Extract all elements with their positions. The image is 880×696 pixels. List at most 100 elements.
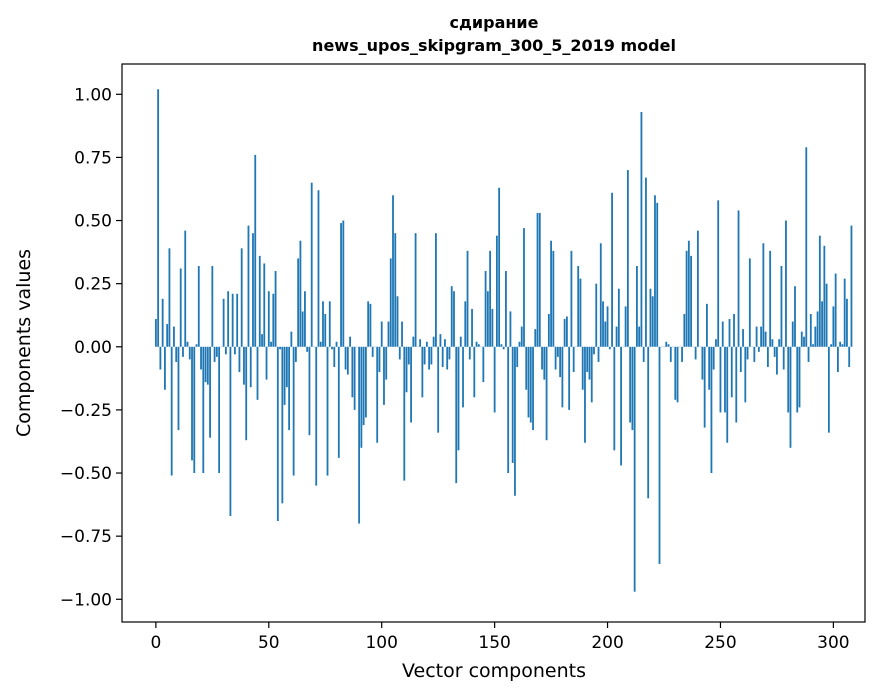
bar: [638, 326, 641, 347]
bar: [324, 313, 327, 347]
bar: [748, 258, 751, 347]
bar: [728, 319, 731, 347]
bar: [265, 346, 268, 380]
bar: [744, 346, 747, 403]
bar: [547, 313, 550, 347]
bar: [240, 248, 243, 347]
bar: [482, 346, 485, 383]
bar: [626, 170, 629, 347]
bar: [234, 346, 236, 355]
bar: [696, 230, 699, 347]
bar: [667, 344, 670, 347]
bar: [839, 341, 842, 347]
plot-frame: [121, 63, 866, 623]
bar: [613, 346, 616, 451]
bar: [340, 223, 342, 347]
bar: [191, 346, 193, 461]
bar: [423, 346, 426, 365]
bar: [708, 346, 711, 390]
bar: [369, 303, 372, 347]
bar: [505, 271, 507, 347]
bar: [597, 346, 600, 362]
bar: [809, 313, 812, 347]
bar: [724, 346, 726, 413]
bar: [590, 346, 593, 403]
bar: [814, 326, 817, 347]
bar: [550, 240, 552, 347]
bar: [830, 344, 833, 347]
bar: [439, 334, 442, 347]
bar: [681, 346, 683, 362]
bar: [231, 293, 234, 347]
bar: [789, 346, 792, 448]
bar: [285, 346, 288, 388]
bar: [209, 346, 211, 438]
bar: [435, 233, 437, 347]
bar: [498, 187, 501, 347]
bar: [263, 263, 266, 347]
x-tick-label: 50: [258, 633, 280, 653]
bar: [509, 311, 512, 347]
bar: [846, 298, 848, 347]
bar: [568, 346, 571, 410]
bar: [328, 301, 331, 347]
bar: [457, 346, 460, 451]
bar: [742, 329, 744, 347]
y-axis-ticks: 1.00 0.75 0.50 0.25 0.00 −0.25 −0.50 −0.75 −1.00: [60, 85, 122, 610]
bar: [206, 346, 209, 385]
bar: [794, 286, 796, 347]
bar: [441, 346, 444, 367]
bar: [746, 346, 749, 360]
bar: [674, 346, 677, 400]
bar: [227, 291, 230, 347]
bar: [170, 346, 173, 476]
y-tick-label: 1.00: [74, 85, 112, 105]
bar: [624, 306, 627, 347]
bar: [430, 346, 433, 365]
bar: [726, 346, 729, 443]
bar: [299, 240, 302, 347]
bar: [532, 346, 534, 431]
bar: [778, 339, 781, 347]
bar: [608, 346, 611, 350]
bar: [733, 313, 735, 347]
bar: [446, 346, 449, 370]
bar: [636, 265, 638, 347]
bar: [764, 331, 767, 347]
bar: [412, 336, 415, 347]
bar: [432, 336, 435, 347]
x-tick-label: 200: [591, 633, 623, 653]
bar: [360, 346, 363, 448]
bar: [690, 255, 693, 347]
bar: [437, 346, 440, 433]
bar: [821, 301, 823, 347]
bar: [785, 220, 787, 347]
bar: [401, 321, 403, 347]
bar: [529, 346, 532, 423]
bar: [200, 346, 202, 370]
bar: [584, 346, 586, 443]
bar: [403, 346, 406, 481]
bar: [396, 296, 399, 347]
bar: [518, 341, 521, 347]
bar: [776, 346, 778, 375]
bar: [782, 346, 785, 370]
bar: [805, 147, 808, 347]
bar: [276, 346, 279, 522]
bar: [247, 225, 250, 347]
bar: [301, 311, 304, 347]
bar: [419, 339, 422, 347]
bar: [484, 271, 487, 347]
bar: [694, 346, 697, 360]
bar: [703, 346, 706, 428]
bar: [193, 346, 196, 474]
bar: [654, 195, 656, 347]
bar: [812, 344, 814, 347]
bar: [477, 344, 480, 347]
bar: [425, 341, 428, 347]
bar: [552, 250, 555, 347]
bar: [306, 346, 309, 352]
y-tick-label: −0.25: [60, 401, 112, 421]
bar: [459, 336, 462, 347]
